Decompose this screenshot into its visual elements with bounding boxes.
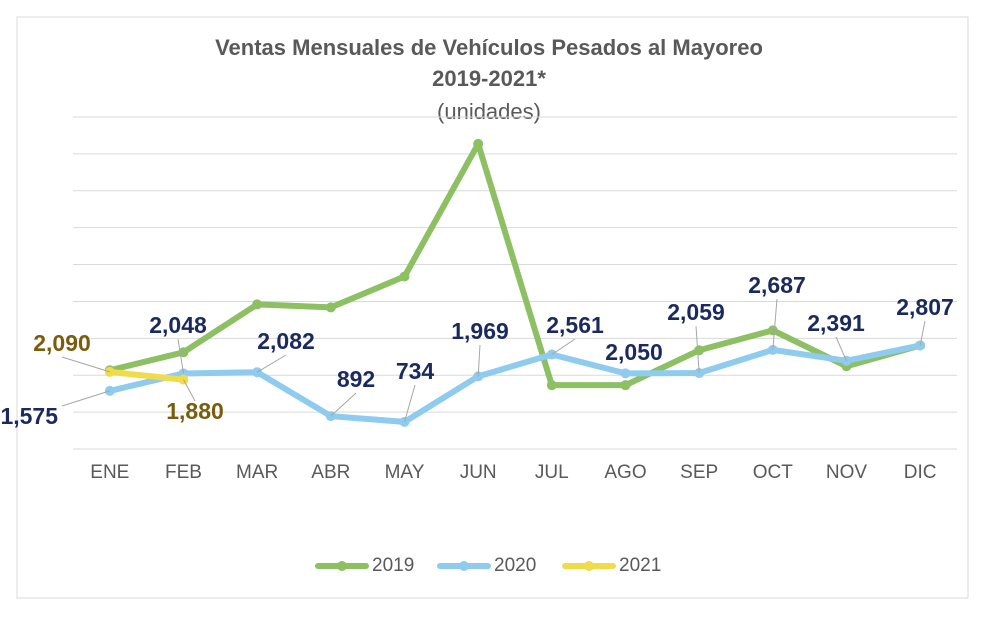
data-point: [399, 271, 410, 282]
leader-line: [835, 336, 847, 362]
series-line: [106, 342, 924, 425]
data-label: 2,082: [257, 328, 315, 354]
x-tick-label: OCT: [753, 462, 794, 483]
series-line: [106, 368, 187, 383]
data-label: 2,059: [667, 299, 725, 325]
data-label: 2,687: [748, 272, 806, 298]
x-tick-label: JUN: [460, 462, 497, 483]
leader-line: [61, 356, 110, 373]
legend-marker: [584, 561, 594, 571]
legend-marker: [459, 561, 469, 571]
leader-line: [695, 325, 700, 374]
x-tick-label: DIC: [904, 462, 937, 483]
series-line: [106, 140, 924, 389]
data-label: 2,048: [149, 312, 207, 338]
y-axis-label: (unidades): [437, 99, 541, 124]
leader-line: [61, 390, 110, 407]
leader-line: [772, 298, 778, 350]
chart-title: Ventas Mensuales de Vehículos Pesados al…: [215, 35, 763, 60]
data-point: [620, 380, 631, 391]
x-tick-label: MAY: [385, 462, 425, 483]
data-label: 2,807: [896, 294, 954, 320]
leader-line: [177, 338, 184, 374]
x-tick-label: NOV: [826, 462, 868, 483]
data-label: 1,969: [451, 318, 509, 344]
x-tick-label: JUL: [535, 462, 569, 483]
leader-line: [330, 392, 357, 417]
chart-frame: [16, 16, 969, 599]
data-point: [325, 302, 336, 313]
legend-label: 2019: [372, 555, 414, 576]
legend-label: 2021: [619, 555, 661, 576]
data-point: [620, 368, 631, 379]
x-tick-label: MAR: [236, 462, 278, 483]
data-label: 2,090: [33, 330, 91, 356]
data-label: 1,880: [166, 398, 224, 424]
data-label: 892: [337, 366, 375, 392]
data-point: [694, 345, 705, 356]
leader-line: [919, 320, 926, 346]
data-point: [473, 138, 484, 149]
legend-marker: [337, 561, 347, 571]
data-point: [252, 299, 263, 310]
leader-line: [183, 379, 196, 402]
legend-label: 2020: [494, 555, 536, 576]
data-label: 2,050: [605, 339, 663, 365]
data-label: 2,561: [546, 312, 604, 338]
x-tick-label: ENE: [90, 462, 129, 483]
data-point: [767, 325, 778, 336]
leader-line: [477, 344, 481, 377]
chart-subtitle: 2019-2021*: [432, 66, 546, 91]
data-label: 1,575: [0, 403, 58, 429]
data-point: [546, 380, 557, 391]
leader-line: [404, 384, 416, 423]
leader-line: [551, 338, 576, 355]
x-tick-label: AGO: [604, 462, 646, 483]
data-label: 734: [396, 358, 435, 384]
x-tick-label: SEP: [680, 462, 718, 483]
x-tick-label: ABR: [311, 462, 350, 483]
x-tick-label: FEB: [165, 462, 202, 483]
leader-line: [256, 354, 287, 373]
data-label: 2,391: [807, 310, 865, 336]
